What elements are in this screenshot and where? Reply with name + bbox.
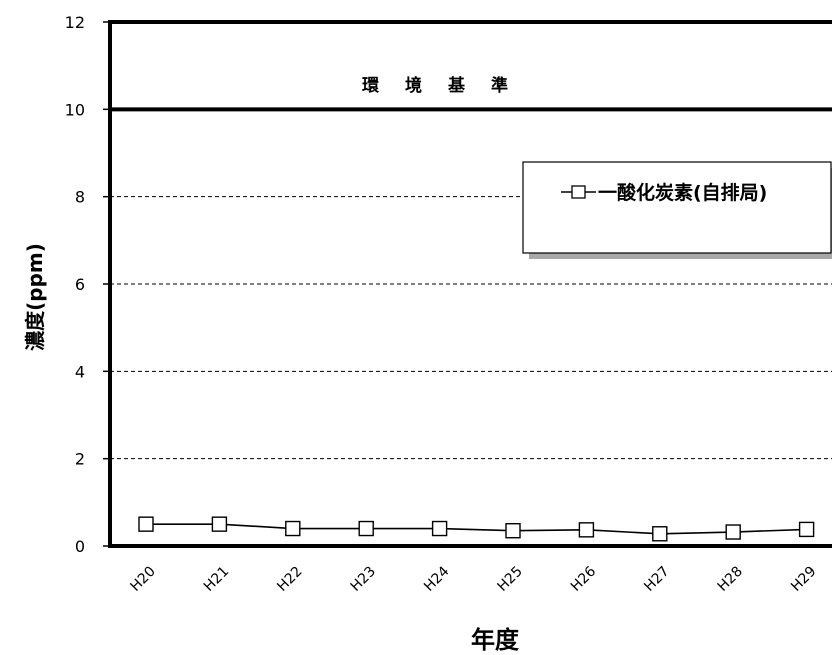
y-tick-label: 0 — [75, 537, 85, 556]
y-axis-label: 濃度(ppm) — [23, 243, 47, 351]
legend: 一酸化炭素(自排局) — [522, 161, 832, 259]
x-tick-labels: H20 H21 H22 H23 H24 H25 H26 H27 H28 H29 — [127, 563, 819, 594]
data-point-marker — [358, 520, 374, 537]
data-point-marker — [798, 521, 815, 538]
series-line-path — [146, 523, 807, 535]
x-tick-label: H21 — [201, 563, 232, 594]
data-point-marker — [505, 523, 521, 539]
standard-label: 環境基準 — [362, 75, 534, 96]
series-line — [138, 516, 815, 542]
x-tick-label: H23 — [348, 563, 379, 594]
x-tick-label: H25 — [494, 563, 525, 594]
x-tick-label: H20 — [127, 563, 158, 594]
x-tick-label: H29 — [788, 563, 819, 594]
y-tick-label: 2 — [75, 450, 85, 469]
data-point-marker — [578, 522, 595, 538]
x-tick-label: H27 — [641, 563, 672, 594]
axes — [103, 20, 832, 548]
data-point-marker — [431, 520, 448, 537]
data-point-marker — [725, 524, 741, 540]
legend-box — [522, 161, 832, 254]
data-point-marker — [652, 526, 668, 542]
x-tick-label: H28 — [715, 563, 746, 594]
data-point-marker — [138, 516, 154, 532]
x-axis-label: 年度 — [471, 626, 520, 654]
legend-label: 一酸化炭素(自排局) — [598, 181, 767, 204]
x-tick-label: H26 — [568, 563, 599, 594]
data-point-marker — [211, 516, 228, 532]
y-tick-labels: 0 2 4 6 8 10 12 — [65, 13, 85, 556]
legend-marker-icon — [571, 185, 586, 199]
y-tick-label: 6 — [75, 275, 85, 294]
x-tick-label: H24 — [421, 563, 452, 594]
x-tick-label: H22 — [274, 563, 305, 594]
y-tick-label: 4 — [75, 362, 85, 381]
y-tick-label: 8 — [75, 188, 85, 207]
data-point-marker — [285, 520, 301, 537]
y-tick-label: 10 — [65, 100, 85, 119]
y-tick-label: 12 — [65, 13, 85, 32]
